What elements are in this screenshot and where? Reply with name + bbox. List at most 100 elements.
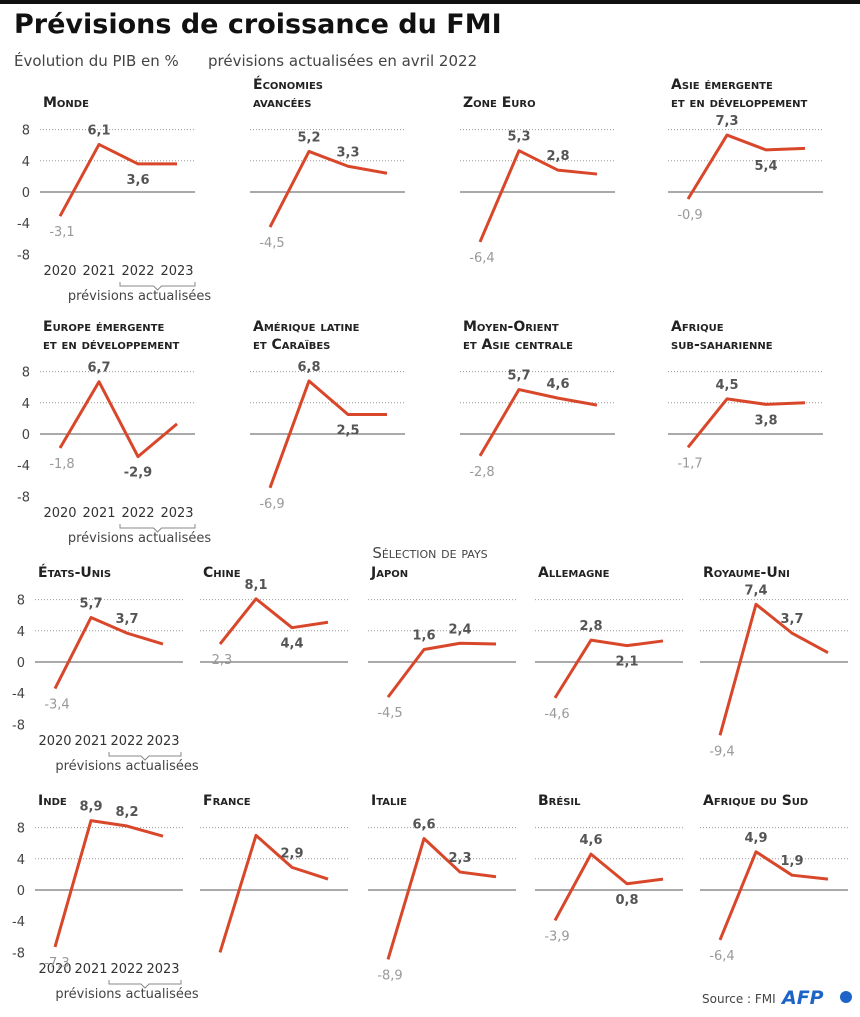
x-tick-label: 2021 <box>82 506 115 521</box>
y-tick-label: 0 <box>17 884 25 899</box>
x-tick-label: 2023 <box>160 506 193 521</box>
chart-title: Amérique latine <box>253 319 360 335</box>
logo: AFP <box>780 987 824 1009</box>
value-label: 1,6 <box>412 629 435 644</box>
update-note: prévisions actualisées en avril 2022 <box>208 52 477 70</box>
data-line <box>386 641 497 699</box>
y-tick-label: -4 <box>17 459 30 474</box>
y-tick-label: 4 <box>22 397 30 412</box>
value-label: -3,9 <box>544 929 569 944</box>
data-line <box>478 388 598 457</box>
forecast-bracket <box>119 282 196 291</box>
value-label: 6,8 <box>297 360 320 375</box>
data-line <box>268 379 387 489</box>
section-title: Sélection de pays <box>372 544 487 562</box>
data-line <box>53 616 164 690</box>
chart-title: Moyen-Orient <box>463 319 559 335</box>
value-label: -0,9 <box>677 208 702 223</box>
chart-title: Italie <box>371 793 407 809</box>
chart-title: États-Unis <box>38 564 111 581</box>
forecast-note: prévisions actualisées <box>68 531 212 546</box>
value-label: 3,7 <box>780 612 803 627</box>
chart-title: Royaume-Uni <box>703 565 790 581</box>
chart-title: Brésil <box>538 793 581 809</box>
value-label: 6,6 <box>412 818 435 833</box>
value-label: 6,1 <box>87 123 110 138</box>
x-tick-label: 2021 <box>74 962 107 977</box>
subtitle: Évolution du PIB en % <box>14 51 179 70</box>
chart-title: avancées <box>253 95 311 111</box>
x-tick-label: 2021 <box>82 264 115 279</box>
value-label: 5,2 <box>297 130 320 145</box>
data-line <box>478 149 598 243</box>
source: Source : FMI <box>702 992 776 1006</box>
y-tick-label: 0 <box>22 186 30 201</box>
chart-title: Chine <box>203 565 241 581</box>
top-bar <box>0 0 860 4</box>
value-label: 0,8 <box>615 893 638 908</box>
y-tick-label: 8 <box>22 124 30 139</box>
data-line <box>686 133 806 200</box>
value-label: -6,4 <box>709 949 734 964</box>
data-line <box>53 819 164 948</box>
y-tick-label: 0 <box>22 428 30 443</box>
value-label: 2,8 <box>546 149 569 164</box>
value-label: -2,9 <box>124 466 152 481</box>
data-line <box>58 380 178 459</box>
value-label: 8,1 <box>244 578 267 593</box>
data-line <box>718 602 829 736</box>
value-label: -9,4 <box>709 744 734 759</box>
value-label: 5,7 <box>79 597 102 612</box>
forecast-bracket <box>108 980 182 989</box>
value-label: 8,9 <box>79 800 102 815</box>
x-tick-label: 2020 <box>38 734 71 749</box>
data-line <box>718 850 829 941</box>
x-tick-label: 2023 <box>160 264 193 279</box>
y-tick-label: -8 <box>12 718 25 733</box>
chart-title: Asie émergente <box>671 77 773 93</box>
value-label: 2,4 <box>448 622 471 637</box>
data-line <box>268 149 388 228</box>
value-label: -6,9 <box>259 497 284 512</box>
value-label: 3,6 <box>126 173 149 188</box>
data-line <box>386 837 497 960</box>
chart-title: Afrique du Sud <box>703 793 808 809</box>
x-tick-label: 2022 <box>121 506 154 521</box>
value-label: 4,6 <box>579 833 602 848</box>
y-tick-label: 4 <box>17 625 25 640</box>
y-tick-label: -8 <box>17 248 30 263</box>
chart-title: et Caraïbes <box>253 337 330 353</box>
forecast-bracket <box>108 752 182 761</box>
y-tick-label: 4 <box>17 853 25 868</box>
y-tick-label: 0 <box>17 656 25 671</box>
chart-title: Zone Euro <box>463 95 536 111</box>
data-line <box>218 597 329 645</box>
value-label: 5,4 <box>754 159 777 174</box>
value-label: 4,6 <box>546 377 569 392</box>
value-label: 3,7 <box>115 612 138 627</box>
value-label: 4,4 <box>280 637 303 652</box>
y-tick-label: -4 <box>12 915 25 930</box>
x-tick-label: 2023 <box>146 734 179 749</box>
value-label: 8,2 <box>115 805 138 820</box>
value-label: -2,8 <box>469 465 494 480</box>
value-label: -1,7 <box>677 456 702 471</box>
chart-title: et Asie centrale <box>463 337 573 353</box>
value-label: 7,4 <box>744 583 767 598</box>
value-label: -3,1 <box>49 225 74 240</box>
data-line <box>686 397 806 449</box>
chart-title: et en développement <box>671 95 807 111</box>
value-label: 2,1 <box>615 655 638 670</box>
chart-title: Économies <box>253 76 323 93</box>
forecast-note: prévisions actualisées <box>55 759 199 774</box>
chart-title: Inde <box>38 793 67 809</box>
x-tick-label: 2022 <box>110 734 143 749</box>
value-label: 3,3 <box>336 145 359 160</box>
forecast-note: prévisions actualisées <box>68 289 212 304</box>
value-label: 2,5 <box>336 424 359 439</box>
value-label: 2,9 <box>280 846 303 861</box>
chart-title: Monde <box>43 95 89 111</box>
value-label: 5,7 <box>507 369 530 384</box>
chart-title: Allemagne <box>538 565 610 581</box>
value-label: 7,3 <box>715 114 738 129</box>
